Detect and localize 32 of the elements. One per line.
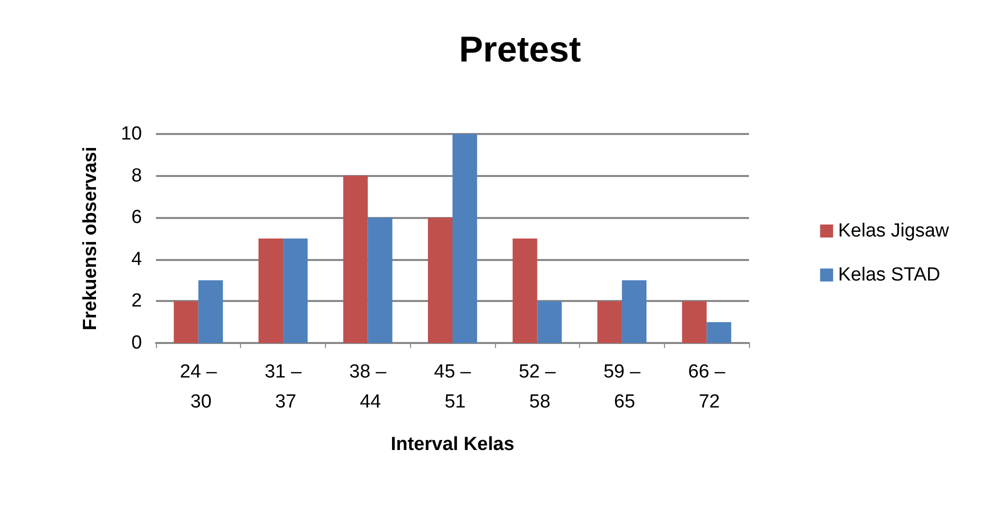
x-tick-label: 59 – 65 (603, 362, 641, 412)
bar (597, 301, 622, 343)
bar (283, 238, 308, 343)
y-tick-label: 6 (131, 207, 142, 228)
y-tick-label: 4 (131, 248, 142, 270)
bar (174, 301, 198, 343)
x-axis-title: Interval Kelas (390, 434, 514, 455)
y-tick-label: 8 (131, 165, 142, 186)
bar (258, 238, 284, 343)
bar (682, 301, 707, 343)
legend-label: Kelas STAD (838, 264, 940, 286)
bar (343, 176, 368, 343)
bar (452, 134, 478, 343)
bar (198, 280, 223, 343)
legend-label: Kelas Jigsaw (838, 220, 950, 242)
bar (622, 280, 646, 343)
y-tick-label: 2 (131, 290, 142, 312)
bar (706, 322, 732, 343)
x-tick-label: 66 – 72 (688, 362, 726, 412)
bar (512, 238, 538, 343)
y-tick-label: 10 (120, 124, 142, 144)
y-axis-title: Frekuensi observasi (80, 146, 101, 330)
bar (428, 218, 452, 343)
bar (368, 218, 392, 343)
y-tick-label: 0 (131, 332, 142, 354)
x-tick-label: 52 – 58 (518, 362, 556, 412)
x-tick-label: 31 – 37 (264, 362, 302, 412)
chart-title: Pretest (458, 28, 582, 70)
bar (537, 301, 562, 343)
x-tick-label: 38 – 44 (349, 362, 387, 412)
x-tick-label: 24 – 30 (180, 362, 218, 412)
x-tick-label: 45 – 51 (434, 362, 472, 412)
